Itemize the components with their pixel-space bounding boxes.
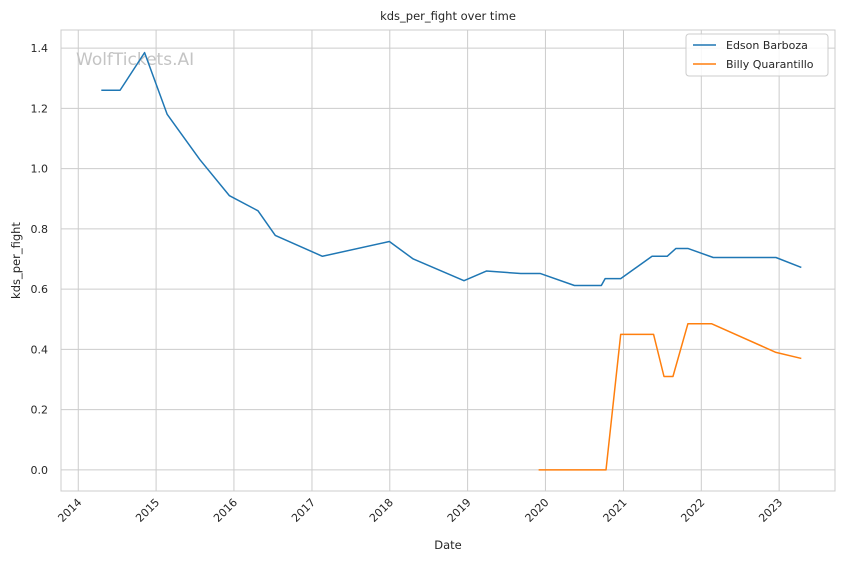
y-tick-label: 0.4	[31, 343, 49, 356]
legend-label: Edson Barboza	[726, 39, 808, 52]
legend-label: Billy Quarantillo	[726, 58, 814, 71]
chart-title: kds_per_fight over time	[380, 9, 516, 23]
grid	[61, 30, 835, 491]
legend: Edson Barboza Billy Quarantillo	[685, 33, 829, 77]
y-axis-label: kds_per_fight	[9, 222, 23, 299]
y-tick-label: 1.0	[31, 163, 49, 176]
y-tick-labels: 0.0 0.2 0.4 0.6 0.8 1.0 1.2 1.4	[31, 42, 49, 477]
series-line-edson-barboza	[101, 51, 802, 287]
y-tick-label: 1.2	[31, 102, 49, 115]
y-tick-label: 0.6	[31, 283, 49, 296]
y-tick-label: 0.2	[31, 404, 49, 417]
series-lines	[101, 51, 802, 471]
y-tick-label: 0.0	[31, 464, 49, 477]
plot-frame	[60, 29, 836, 492]
watermark: WolfTickets.AI	[76, 50, 194, 70]
y-tick-label: 1.4	[31, 42, 49, 55]
series-line-billy-quarantillo	[538, 323, 802, 471]
legend-box	[685, 33, 829, 77]
x-axis-label: Date	[434, 538, 462, 552]
y-tick-label: 0.8	[31, 223, 49, 236]
